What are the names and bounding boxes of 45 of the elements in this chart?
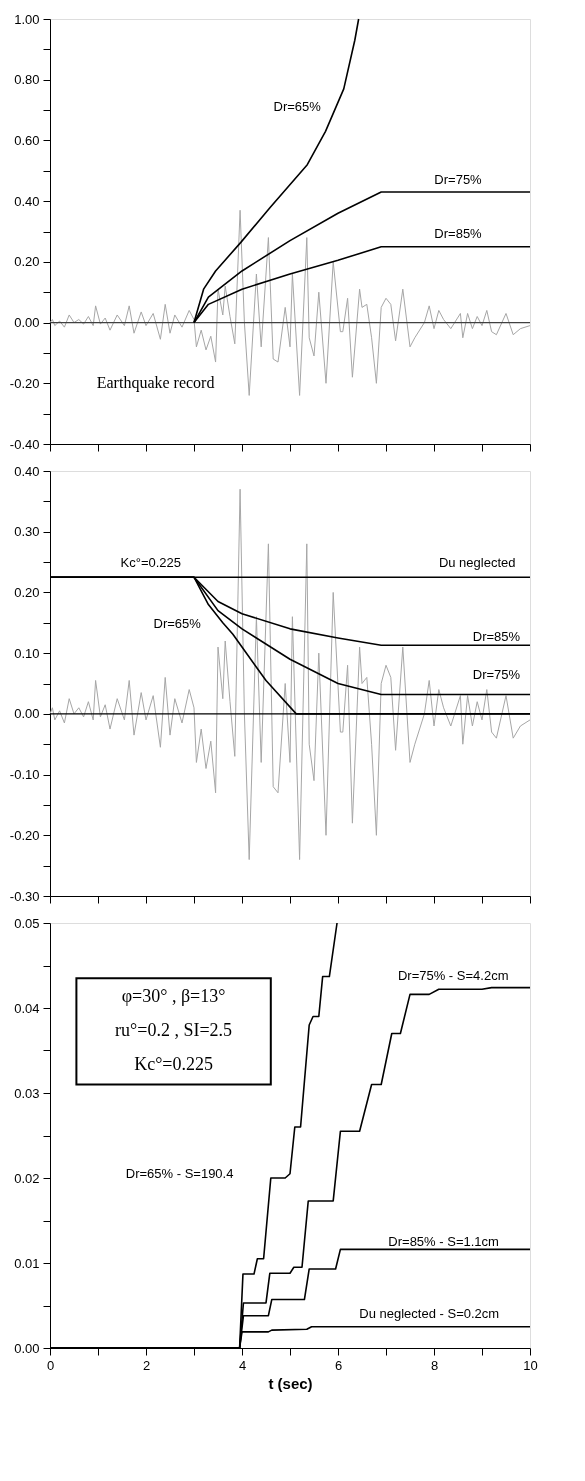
y-tick-label: 0.03 [14, 1085, 40, 1101]
x-tick-label: 8 [430, 1357, 439, 1373]
y-tick-label: 0.00 [14, 706, 40, 722]
annotation: Dr=75% - S=4.2cm [397, 968, 509, 984]
y-tick-label: 1.00 [14, 11, 40, 27]
y-tick-label: -0.40 [9, 436, 40, 452]
annotation: Du neglected [438, 555, 516, 571]
annotation: Dr=75% [434, 172, 483, 188]
y-tick-label: 0.60 [14, 132, 40, 148]
y-tick-label: 0.00 [14, 315, 40, 331]
annotation: Dr=65% [153, 616, 202, 632]
y-tick-label: 0.10 [14, 645, 40, 661]
annotation: Dr=65% - S=190.4 [125, 1165, 234, 1181]
annotation: Kc°=0.225 [120, 555, 182, 571]
x-tick-label: 10 [523, 1357, 538, 1373]
x-tick-label: 2 [142, 1357, 151, 1373]
y-tick-label: 0.80 [14, 72, 40, 88]
annotation: Du neglected - S=0.2cm [359, 1306, 500, 1321]
y-tick-label: 0.40 [14, 463, 40, 479]
annotation: Dr=85% [472, 629, 521, 645]
annotation: Dr=85% [434, 226, 483, 242]
y-tick-label: 0.00 [14, 1340, 40, 1356]
annotation: ru°=0.2 , SI=2.5 [115, 1020, 233, 1041]
annotation: Dr=85% - S=1.1cm [388, 1233, 499, 1249]
y-tick-label: -0.20 [9, 375, 40, 391]
x-tick-label: 0 [46, 1357, 55, 1373]
y-tick-label: 0.20 [14, 584, 40, 600]
annotation: φ=30° , β=13° [121, 986, 226, 1007]
y-tick-label: 0.40 [14, 193, 40, 209]
y-tick-label: 0.05 [14, 915, 40, 931]
x-tick-label: 6 [334, 1357, 343, 1373]
y-tick-label: -0.10 [9, 767, 40, 783]
x-tick-label: 4 [238, 1357, 247, 1373]
annotation: Kc°=0.225 [134, 1054, 214, 1075]
y-tick-label: -0.30 [9, 888, 40, 904]
annotation: Dr=65% [273, 98, 322, 114]
annotation: Dr=75% [472, 667, 521, 682]
y-tick-label: 0.01 [14, 1255, 40, 1271]
y-tick-label: 0.04 [14, 1000, 40, 1016]
y-tick-label: 0.30 [14, 524, 40, 540]
y-tick-label: -0.20 [9, 827, 40, 843]
y-tick-label: 0.02 [14, 1170, 40, 1186]
y-tick-label: 0.20 [14, 254, 40, 270]
x-axis-title: t (sec) [268, 1374, 313, 1392]
annotation: Earthquake record [96, 374, 215, 393]
